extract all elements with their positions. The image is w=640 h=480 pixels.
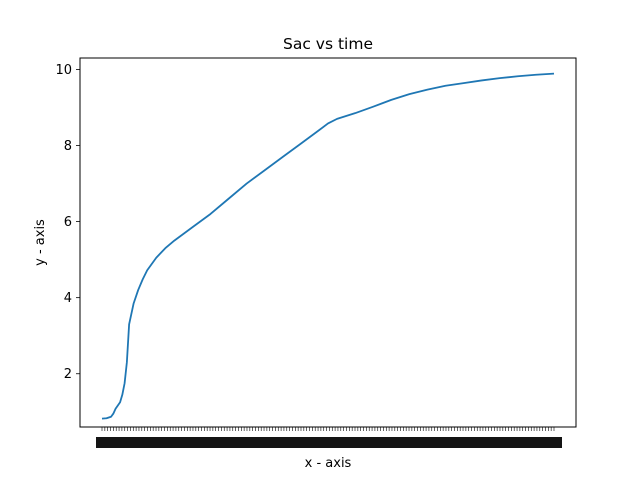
y-tick-label: 6 (64, 215, 72, 230)
y-tick-label: 4 (64, 291, 72, 306)
y-tick-label: 10 (55, 63, 72, 78)
plot-frame (79, 57, 577, 428)
series-line (101, 72, 555, 420)
chart-title: Sac vs time (283, 35, 373, 53)
y-axis-label: y - axis (33, 219, 48, 266)
x-tick-labels-dense (96, 437, 562, 448)
x-axis-label: x - axis (305, 456, 352, 471)
y-tick-label: 8 (64, 139, 72, 154)
y-tick-label: 2 (64, 367, 72, 382)
